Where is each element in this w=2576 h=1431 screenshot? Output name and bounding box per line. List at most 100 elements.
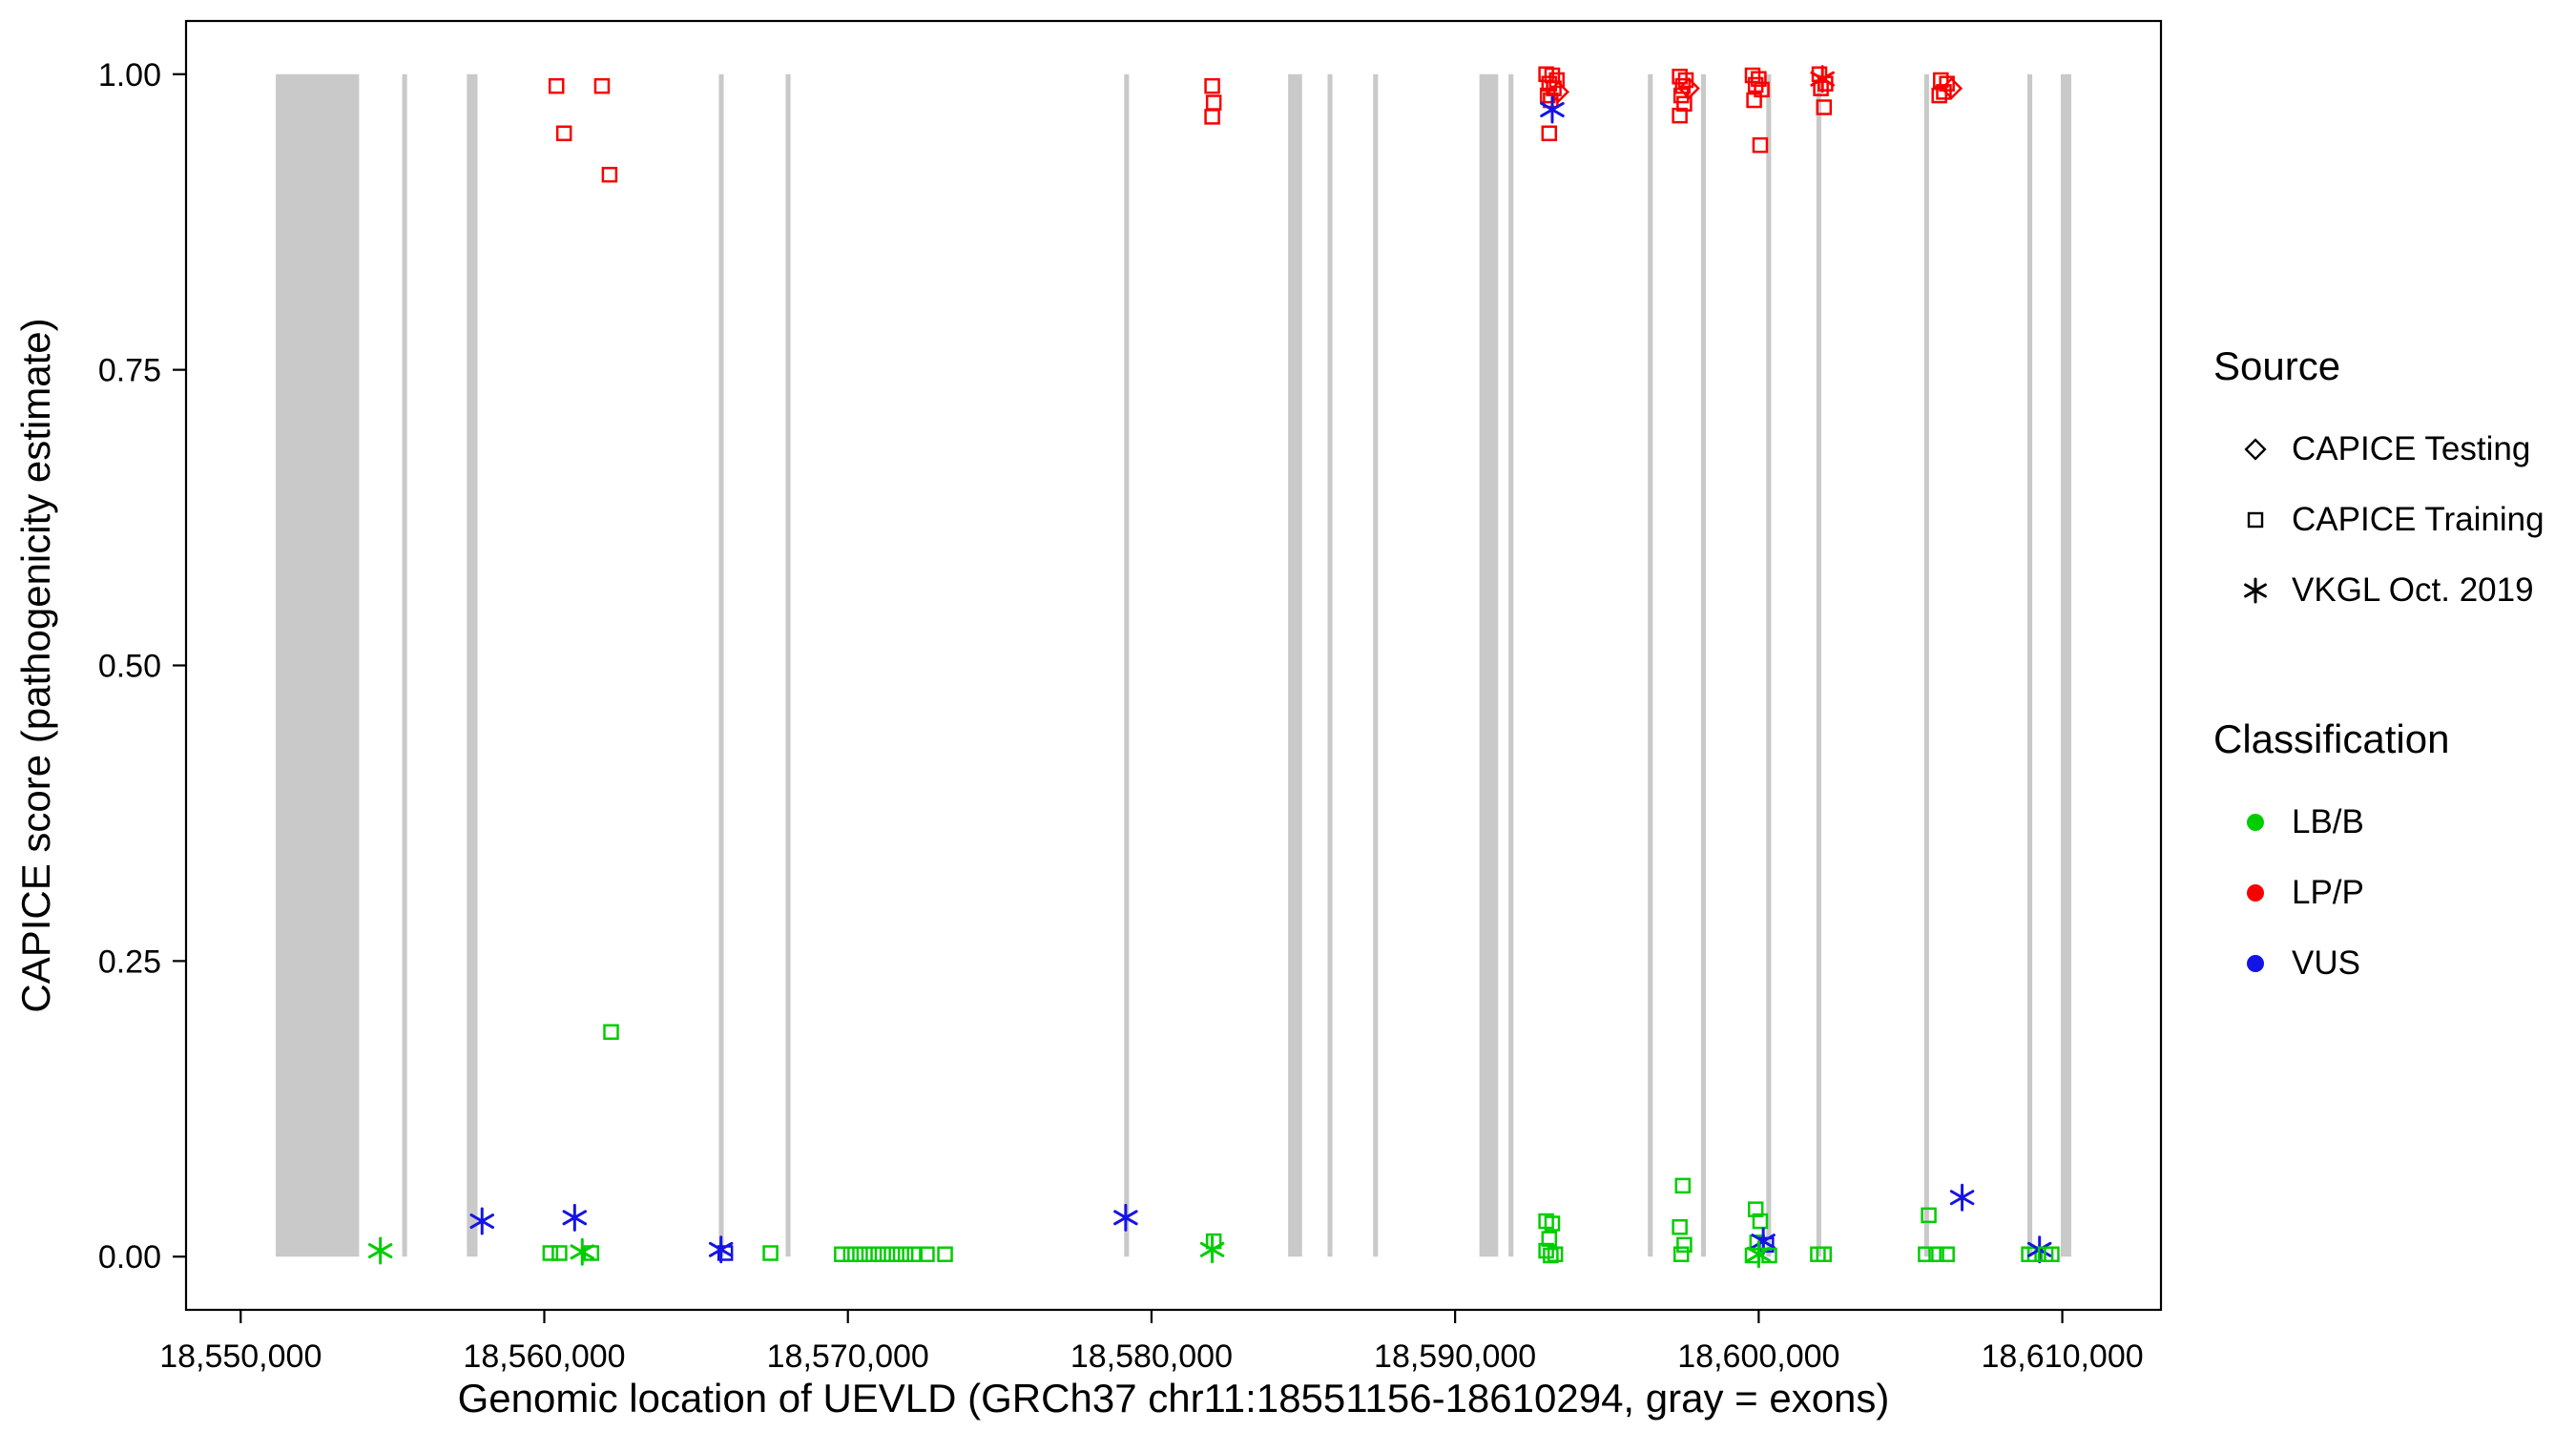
- legend-item-lbb: LB/B: [2213, 787, 2545, 858]
- data-point: [562, 1203, 588, 1232]
- data-point: [1204, 77, 1220, 94]
- data-point: [2044, 1246, 2060, 1262]
- exon-bar: [1288, 73, 1302, 1257]
- data-point: [1544, 1215, 1561, 1232]
- data-point: [897, 1246, 914, 1262]
- data-point: [1813, 80, 1829, 96]
- y-tick-label: 0.75: [98, 353, 161, 389]
- exon-bar: [2060, 73, 2071, 1257]
- exon-bar: [276, 73, 360, 1257]
- data-point: [1676, 95, 1693, 113]
- data-point: [1752, 1213, 1769, 1230]
- y-tick-label: 1.00: [98, 57, 161, 93]
- data-point: [1761, 1247, 1777, 1264]
- blue-dot-icon: [2236, 944, 2275, 983]
- data-point: [888, 1246, 904, 1262]
- legend-item-label: VUS: [2292, 944, 2360, 982]
- legend-source-section: Source CAPICE Testing CAPICE Training: [2213, 343, 2545, 626]
- data-point: [1818, 75, 1834, 92]
- y-tick-label: 0.50: [98, 649, 161, 685]
- y-tick-label: 0.25: [98, 944, 161, 980]
- legend-source-title: Source: [2213, 343, 2341, 388]
- legend-item-vus: VUS: [2213, 928, 2545, 999]
- data-point: [919, 1246, 935, 1262]
- exon-bar: [785, 73, 791, 1257]
- legend-item-label: VKGL Oct. 2019: [2292, 571, 2534, 609]
- data-point: [879, 1246, 896, 1262]
- legend-classification-section: Classification LB/B LP/P: [2213, 716, 2545, 999]
- x-tick-label: 18,550,000: [159, 1338, 322, 1375]
- exon-bar: [1700, 73, 1706, 1257]
- legend: Source CAPICE Testing CAPICE Training: [2213, 343, 2545, 999]
- legend-item-label: LB/B: [2292, 803, 2364, 840]
- data-point: [1672, 107, 1688, 124]
- data-point: [708, 1235, 734, 1264]
- diamond-icon: [2236, 430, 2275, 468]
- y-axis-title: CAPICE score (pathogenicity estimate): [13, 318, 58, 1012]
- data-point: [1752, 136, 1769, 154]
- data-point: [1949, 1183, 1975, 1212]
- data-point: [1672, 1218, 1688, 1235]
- data-point: [570, 1237, 595, 1266]
- exon-bar: [1373, 73, 1379, 1257]
- data-point: [551, 1245, 568, 1261]
- exon-bar: [402, 73, 407, 1257]
- red-dot-icon: [2236, 874, 2275, 912]
- data-point: [1931, 87, 1947, 104]
- exon-bar: [718, 73, 724, 1257]
- data-point: [1539, 87, 1556, 104]
- data-point: [1672, 87, 1690, 104]
- exon-bar: [1766, 73, 1772, 1257]
- data-point: [583, 1245, 600, 1261]
- exon-bar: [1816, 73, 1821, 1257]
- data-point: [601, 166, 618, 183]
- x-axis-title: Genomic location of UEVLD (GRCh37 chr11:…: [458, 1376, 1890, 1421]
- data-point: [469, 1207, 495, 1235]
- data-point: [1672, 1246, 1690, 1262]
- data-point: [1928, 1246, 1944, 1262]
- data-point: [367, 1236, 393, 1265]
- data-point: [1747, 1201, 1764, 1217]
- green-dot-icon: [2236, 803, 2275, 841]
- legend-item-vkgl: VKGL Oct. 2019: [2213, 555, 2545, 626]
- data-point: [1199, 1235, 1225, 1264]
- data-point: [906, 1246, 923, 1262]
- data-point: [1744, 1247, 1761, 1264]
- data-point: [1936, 84, 1952, 100]
- legend-item-capice-training: CAPICE Training: [2213, 485, 2545, 555]
- data-point: [762, 1245, 779, 1261]
- data-point: [1918, 1246, 1934, 1262]
- data-point: [593, 77, 611, 94]
- data-point: [1541, 125, 1558, 141]
- data-point: [861, 1246, 878, 1262]
- exon-bar: [1327, 73, 1333, 1257]
- legend-item-label: CAPICE Testing: [2292, 430, 2531, 467]
- x-tick-label: 18,610,000: [1981, 1338, 2143, 1375]
- square-icon: [2236, 501, 2275, 539]
- data-point: [1921, 1207, 1937, 1224]
- asterisk-icon: [2236, 571, 2275, 610]
- data-point: [1538, 1242, 1554, 1259]
- legend-item-label: LP/P: [2292, 874, 2364, 911]
- legend-item-lpp: LP/P: [2213, 858, 2545, 928]
- legend-classification-title: Classification: [2213, 716, 2450, 761]
- data-point: [1540, 95, 1565, 124]
- data-point: [1746, 92, 1762, 109]
- exon-bar: [2026, 73, 2033, 1257]
- data-point: [603, 1024, 619, 1040]
- data-point: [542, 1245, 559, 1261]
- x-tick-label: 18,560,000: [463, 1338, 625, 1375]
- data-point: [1816, 99, 1833, 115]
- data-point: [1816, 1246, 1833, 1262]
- exon-bar: [1479, 73, 1499, 1257]
- data-point: [852, 1246, 868, 1262]
- exon-bar: [1508, 73, 1514, 1257]
- legend-item-capice-testing: CAPICE Testing: [2213, 414, 2545, 485]
- y-tick-label: 0.00: [98, 1239, 161, 1275]
- data-point: [1677, 76, 1700, 100]
- x-tick-label: 18,600,000: [1677, 1338, 1839, 1375]
- data-point: [548, 77, 565, 94]
- data-point: [842, 1246, 860, 1262]
